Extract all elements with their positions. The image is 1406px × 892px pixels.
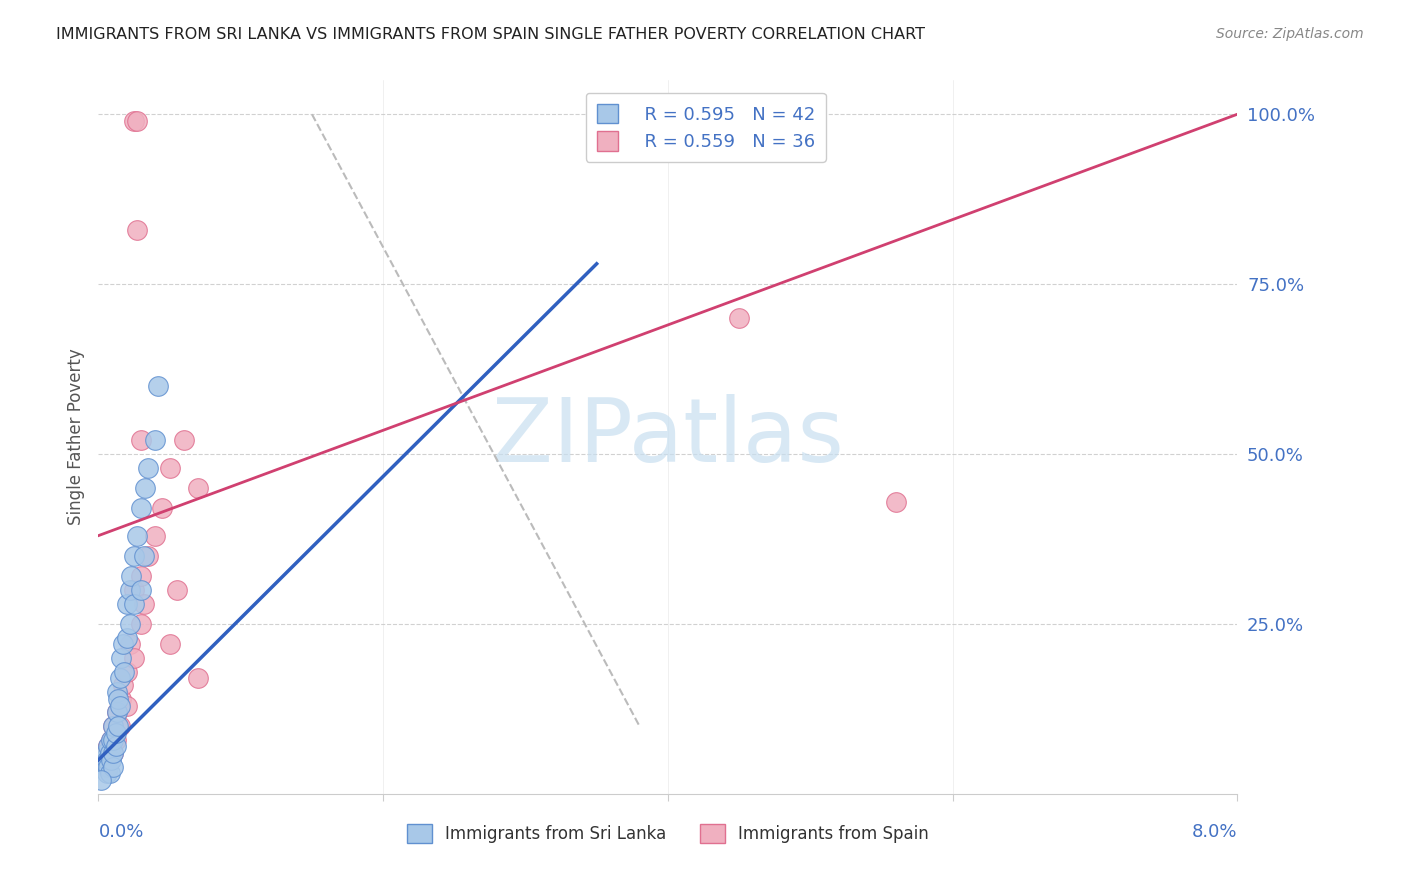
Point — [884, 494, 907, 508]
Point — [97, 739, 120, 754]
Point — [187, 671, 209, 685]
Point — [104, 739, 127, 754]
Point — [145, 434, 167, 448]
Point — [104, 732, 127, 747]
Point — [101, 732, 124, 747]
Point — [105, 706, 128, 720]
Legend: Immigrants from Sri Lanka, Immigrants from Spain: Immigrants from Sri Lanka, Immigrants fr… — [401, 818, 935, 850]
Point — [101, 719, 124, 733]
Point — [159, 637, 181, 651]
Point — [728, 311, 751, 326]
Point — [118, 617, 141, 632]
Point — [107, 691, 129, 706]
Point — [132, 597, 155, 611]
Point — [122, 549, 145, 563]
Point — [136, 460, 159, 475]
Point — [125, 528, 148, 542]
Point — [100, 753, 122, 767]
Text: ZIPatlas: ZIPatlas — [492, 393, 844, 481]
Point — [125, 223, 148, 237]
Point — [111, 678, 134, 692]
Point — [97, 760, 120, 774]
Point — [90, 773, 112, 788]
Point — [152, 501, 174, 516]
Point — [122, 651, 145, 665]
Point — [110, 691, 132, 706]
Point — [120, 569, 142, 583]
Point — [96, 760, 118, 774]
Point — [166, 582, 188, 597]
Point — [98, 746, 121, 760]
Point — [115, 597, 138, 611]
Point — [187, 481, 209, 495]
Y-axis label: Single Father Poverty: Single Father Poverty — [66, 349, 84, 525]
Point — [101, 760, 124, 774]
Point — [122, 582, 145, 597]
Point — [115, 698, 138, 713]
Point — [108, 698, 131, 713]
Point — [94, 746, 117, 760]
Point — [118, 582, 141, 597]
Point — [132, 549, 155, 563]
Point — [94, 753, 117, 767]
Point — [94, 760, 117, 774]
Point — [136, 549, 159, 563]
Text: IMMIGRANTS FROM SRI LANKA VS IMMIGRANTS FROM SPAIN SINGLE FATHER POVERTY CORRELA: IMMIGRANTS FROM SRI LANKA VS IMMIGRANTS … — [56, 27, 925, 42]
Point — [115, 631, 138, 645]
Point — [104, 725, 127, 739]
Point — [148, 379, 170, 393]
Point — [129, 582, 152, 597]
Point — [96, 753, 118, 767]
Point — [96, 766, 118, 780]
Point — [159, 460, 181, 475]
Point — [115, 665, 138, 679]
Point — [108, 671, 131, 685]
Point — [100, 732, 122, 747]
Point — [111, 637, 134, 651]
Point — [122, 114, 145, 128]
Point — [129, 434, 152, 448]
Point — [101, 746, 124, 760]
Point — [129, 569, 152, 583]
Point — [98, 753, 121, 767]
Point — [129, 617, 152, 632]
Text: 8.0%: 8.0% — [1192, 822, 1237, 840]
Point — [91, 746, 114, 760]
Point — [129, 501, 152, 516]
Point — [101, 746, 124, 760]
Point — [112, 665, 135, 679]
Point — [122, 597, 145, 611]
Text: 0.0%: 0.0% — [98, 822, 143, 840]
Point — [97, 739, 120, 754]
Point — [101, 719, 124, 733]
Point — [110, 651, 132, 665]
Point — [91, 753, 114, 767]
Point — [105, 685, 128, 699]
Point — [173, 434, 195, 448]
Point — [100, 732, 122, 747]
Point — [125, 114, 148, 128]
Point — [98, 766, 121, 780]
Point — [118, 637, 141, 651]
Point — [107, 719, 129, 733]
Point — [145, 528, 167, 542]
Text: Source: ZipAtlas.com: Source: ZipAtlas.com — [1216, 27, 1364, 41]
Point — [108, 719, 131, 733]
Point — [134, 481, 156, 495]
Point — [105, 706, 128, 720]
